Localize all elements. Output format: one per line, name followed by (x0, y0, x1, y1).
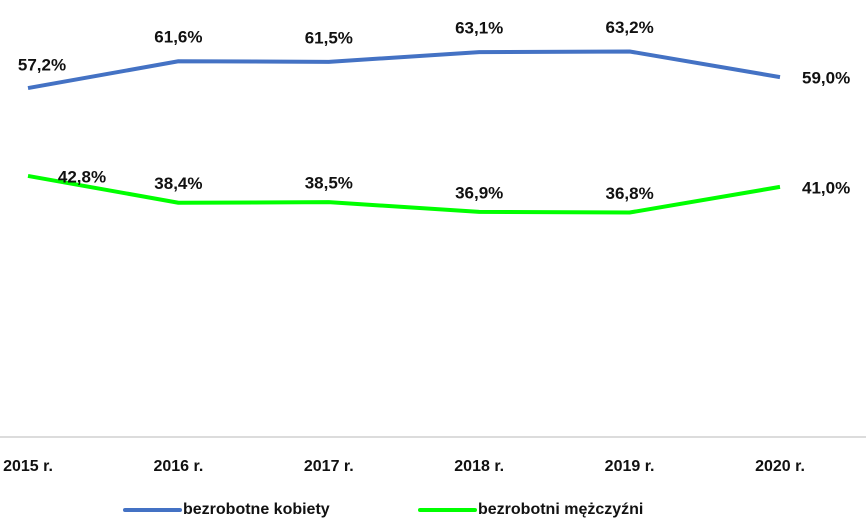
data-label: 38,4% (154, 174, 202, 193)
data-label: 36,8% (605, 184, 653, 203)
data-label: 63,1% (455, 19, 503, 38)
data-label: 61,5% (305, 28, 353, 47)
x-tick-label: 2016 r. (153, 458, 203, 475)
data-label: 36,9% (455, 183, 503, 202)
x-tick-label: 2017 r. (304, 458, 354, 475)
data-label: 38,5% (305, 174, 353, 193)
data-label: 41,0% (802, 178, 850, 197)
data-label: 59,0% (802, 69, 850, 88)
x-tick-label: 2018 r. (454, 458, 504, 475)
data-label: 42,8% (58, 167, 106, 186)
x-tick-label: 2019 r. (605, 458, 655, 475)
legend-label: bezrobotni mężczyźni (478, 501, 643, 518)
series-line (27, 49, 781, 91)
data-label: 57,2% (18, 56, 66, 75)
data-label: 61,6% (154, 28, 202, 47)
x-tick-label: 2020 r. (755, 458, 805, 475)
x-tick-label: 2015 r. (3, 458, 53, 475)
series-line (27, 173, 781, 215)
data-label: 63,2% (605, 18, 653, 37)
legend-label: bezrobotne kobiety (183, 501, 330, 518)
